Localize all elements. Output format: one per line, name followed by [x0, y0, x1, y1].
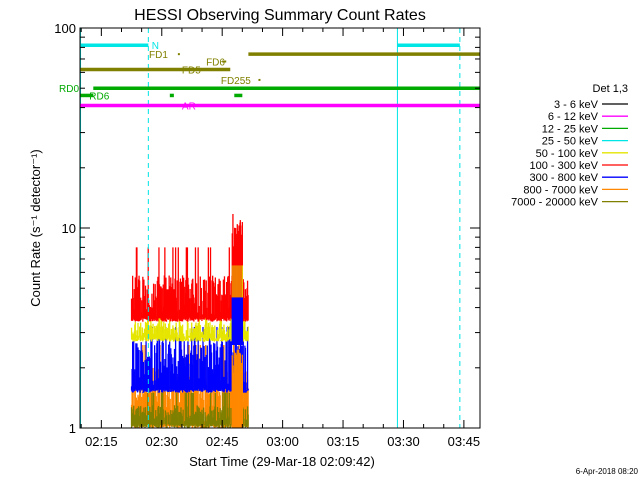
footer-timestamp: 6-Apr-2018 08:20	[576, 467, 639, 476]
legend-entry: 800 - 7000 keV	[523, 184, 628, 196]
flag-rd6: RD6	[80, 91, 243, 102]
flag-label: FD5	[182, 66, 201, 77]
flag-ar: AR	[80, 101, 480, 112]
x-axis-label: Start Time (29-Mar-18 02:09:42)	[189, 454, 375, 469]
y-tick-label: 10	[62, 221, 76, 236]
legend-entry: 3 - 6 keV	[554, 99, 628, 111]
legend-entry: 300 - 800 keV	[530, 172, 628, 184]
legend-label: 300 - 800 keV	[530, 172, 599, 184]
flag-label: FD6	[206, 57, 225, 68]
legend-label: 100 - 300 keV	[530, 160, 599, 172]
legend-label: 50 - 100 keV	[536, 148, 599, 160]
y-tick-label: 1	[69, 421, 76, 436]
legend-label: 12 - 25 keV	[542, 123, 599, 135]
flag-rd0: RD0	[59, 84, 480, 95]
legend-label: 7000 - 20000 keV	[511, 197, 599, 209]
legend-label: 25 - 50 keV	[542, 136, 599, 148]
legend-entry: 50 - 100 keV	[536, 148, 628, 160]
legend-label: 6 - 12 keV	[548, 111, 599, 123]
flag-fd1: FD1	[149, 50, 180, 61]
flag-fd6: FD6	[206, 57, 227, 68]
late-rise	[231, 214, 243, 428]
legend-entry: 25 - 50 keV	[542, 136, 628, 148]
legend-entry: 12 - 25 keV	[542, 123, 628, 135]
x-tick-label: 03:45	[448, 434, 481, 449]
x-tick-label: 02:45	[206, 434, 239, 449]
flag-label: RD6	[89, 91, 109, 102]
flag-label: N	[152, 41, 159, 52]
flag-label: RD0	[59, 84, 79, 95]
axes: 02:15 02:30 02:45 03:00 03:15 03:30 03:45 1 10 10…	[54, 21, 480, 449]
y-tick-label: 100	[54, 21, 76, 36]
x-tick-label: 03:15	[327, 434, 360, 449]
flag-label: AR	[182, 101, 196, 112]
flag-label: FD1	[149, 50, 168, 61]
band-2	[130, 312, 249, 342]
flag-label: FD255	[221, 76, 251, 87]
x-tick-label: 02:15	[85, 434, 118, 449]
legend-title: Det 1,3	[593, 83, 628, 95]
legend-label: 3 - 6 keV	[554, 99, 599, 111]
x-tick-label: 03:00	[266, 434, 299, 449]
flag-n: N	[80, 41, 460, 52]
data-layer	[130, 214, 249, 428]
legend-entry: 7000 - 20000 keV	[511, 197, 628, 209]
y-axis-label: Count Rate (s⁻¹ detector⁻¹)	[28, 149, 43, 307]
band-3	[130, 247, 249, 322]
flag-fd5: FD5	[80, 66, 231, 77]
chart-title: HESSI Observing Summary Count Rates	[134, 7, 426, 24]
flag-fd255: FD255	[221, 76, 261, 87]
x-tick-label: 02:30	[145, 434, 178, 449]
legend-label: 800 - 7000 keV	[523, 184, 598, 196]
legend-entry: 6 - 12 keV	[548, 111, 628, 123]
x-tick-label: 03:30	[387, 434, 420, 449]
legend-entry: 100 - 300 keV	[530, 160, 628, 172]
